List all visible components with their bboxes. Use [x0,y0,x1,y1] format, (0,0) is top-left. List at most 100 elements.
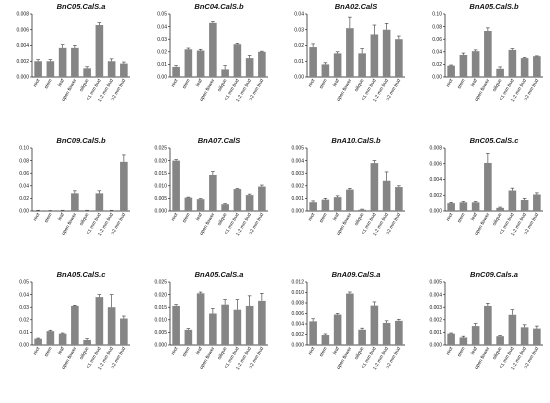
y-tick-label: 0.00 [19,343,29,349]
chart-title: BnA05.CalS.c [57,270,107,279]
x-tick-label: root [170,345,180,356]
y-tick-label: 0.05 [157,12,167,18]
bar [496,207,504,211]
y-tick-label: 0.020 [154,158,167,164]
bar [120,161,128,211]
y-tick-label: 0.10 [19,146,29,152]
chart-svg: BnC04.CalS.b 0.00 0.01 0.02 0.03 0.04 0.05 root… [157,2,268,103]
bar [370,305,379,345]
y-tick-label: 0.003 [429,305,442,311]
y-tick-label: 0.03 [19,305,29,311]
x-tick-label: silique [491,78,503,93]
x-tick-label: root [170,211,180,222]
x-tick-label: silique [353,78,365,93]
bar [370,163,379,211]
bar [321,64,330,77]
x-tick-label: leaf [470,77,479,87]
bar [46,61,55,77]
y-tick-label: 0.005 [154,196,167,202]
bar [459,202,468,211]
y-tick-label: 0.004 [429,292,442,298]
y-tick-label: 0.01 [157,62,167,68]
chart-title: BnA10.CalS.b [331,136,381,145]
bar [382,322,391,345]
x-tick-label: silique [216,212,228,227]
bar [184,197,193,211]
y-tick-label: 0.000 [429,209,442,215]
bar [484,162,492,211]
chart-panel: BnA02.CalS 0.00 0.01 0.02 0.03 0.04 root stem le… [275,0,412,134]
bar [71,305,79,345]
x-tick-label: root [307,77,317,88]
y-tick-label: 0.000 [154,209,167,215]
bar [83,339,91,345]
y-tick-label: 0.02 [294,43,304,49]
bar [209,22,217,77]
x-tick-label: stem [43,78,53,90]
y-tick-label: 0.001 [291,196,304,202]
chart-svg: BnA07.CalS 0.000 0.005 0.010 0.015 0.020 0.025… [154,136,268,237]
bar [233,309,242,345]
bar [533,328,541,345]
bar [196,199,205,211]
chart-svg: BnC05.CalS.a 0.000 0.002 0.004 0.006 0.008 roo… [16,2,130,103]
x-tick-label: stem [456,212,466,224]
x-tick-label: silique [491,346,503,361]
bar [395,39,403,77]
x-tick-label: leaf [195,77,204,87]
bar [333,53,342,77]
x-tick-label: leaf [195,211,204,221]
bar [196,50,205,77]
y-tick-label: 0.02 [19,196,29,202]
y-tick-label: 0.02 [157,50,167,56]
x-tick-label: leaf [57,77,66,87]
bar [447,65,455,77]
x-tick-label: silique [353,346,365,361]
chart-panel: BnA10.CalS.b 0.000 0.001 0.002 0.003 0.004 0.0… [275,134,412,268]
bar [95,193,104,211]
y-tick-label: 0.03 [157,37,167,43]
bar [382,29,391,77]
bar [508,190,517,211]
x-tick-label: stem [43,346,53,358]
y-tick-label: 0.002 [291,332,304,338]
chart-svg: BnA05.CalS.a 0.000 0.005 0.010 0.015 0.020 0.0… [154,270,268,371]
bar [459,337,468,345]
y-tick-label: 0.00 [19,209,29,215]
bar [309,47,317,77]
x-tick-label: root [445,211,455,222]
bar [258,51,266,77]
x-tick-label: leaf [332,211,341,221]
bar [520,58,529,77]
bar [120,63,128,77]
bar [46,331,55,345]
y-tick-label: 0.025 [154,146,167,152]
bar [245,58,254,77]
chart-title: BnC04.CalS.b [194,2,244,11]
x-tick-label: leaf [57,211,66,221]
bar [309,321,317,345]
bar [533,56,541,77]
chart-svg: BnA05.CalS.c 0.00 0.01 0.02 0.03 0.04 0.05 root… [19,270,130,371]
y-tick-label: 0.002 [291,184,304,190]
bar [309,202,317,211]
bar [447,333,455,345]
bar [209,174,217,211]
x-tick-label: silique [78,78,90,93]
bar [233,189,242,211]
x-tick-label: silique [78,212,90,227]
y-tick-label: 0.10 [432,12,442,18]
y-tick-label: 0.005 [154,330,167,336]
x-tick-label: root [170,77,180,88]
y-tick-label: 0.005 [429,280,442,286]
y-tick-label: 0.015 [154,305,167,311]
chart-panel: BnC04.CalS.b 0.00 0.01 0.02 0.03 0.04 0.05 root… [138,0,275,134]
y-tick-label: 0.00 [294,75,304,81]
y-tick-label: 0.006 [429,161,442,167]
y-tick-label: 0.01 [19,330,29,336]
x-tick-label: stem [43,212,53,224]
y-tick-label: 0.004 [291,158,304,164]
bar [34,210,42,211]
bar [233,44,242,77]
x-tick-label: stem [318,78,328,90]
